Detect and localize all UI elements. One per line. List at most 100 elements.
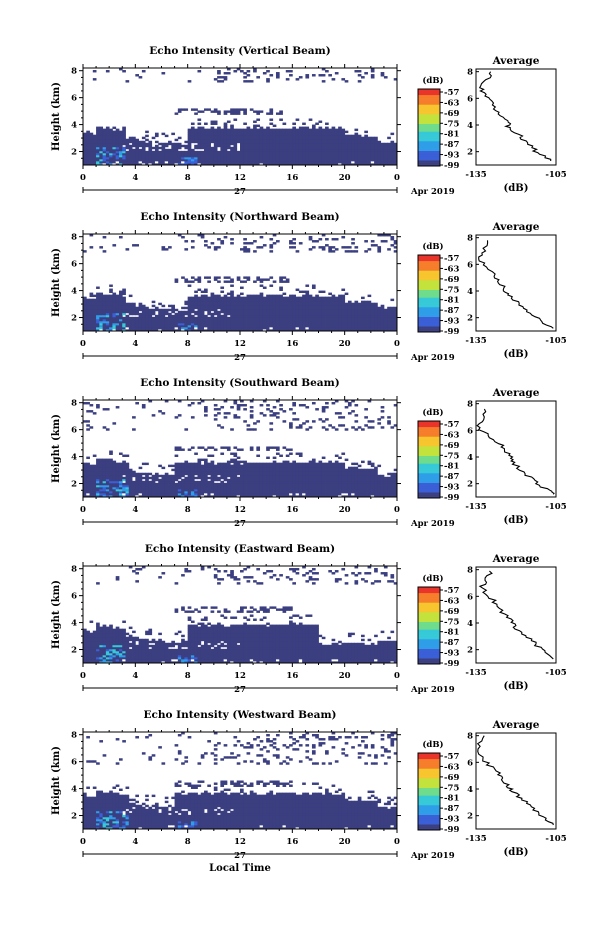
echo-cell	[86, 148, 90, 152]
echo-cell	[351, 146, 355, 150]
echo-cell	[168, 478, 172, 482]
echo-cell	[174, 308, 179, 312]
echo-cell	[311, 320, 316, 324]
echo-cell	[197, 152, 202, 156]
echo-cell	[321, 138, 326, 142]
echo-cell	[344, 134, 349, 138]
echo-cell	[374, 146, 378, 150]
echo-cell	[367, 324, 372, 328]
echo-cell	[148, 480, 153, 484]
echo-cell	[289, 300, 293, 304]
echo-cell	[370, 68, 375, 71]
echo-cell	[390, 140, 395, 144]
echo-cell	[338, 316, 342, 320]
echo-cell	[295, 492, 300, 496]
echo-cell	[334, 306, 339, 310]
echo-cell	[151, 488, 156, 492]
echo-cell	[158, 150, 162, 154]
echo-cell	[115, 160, 120, 164]
echo-cell	[174, 464, 179, 468]
echo-cell	[138, 160, 143, 164]
echo-cell	[302, 484, 306, 488]
echo-cell	[210, 152, 215, 156]
echo-cell	[269, 486, 274, 490]
colorbar-tick-label: -93	[444, 151, 459, 161]
panel-title: Echo Intensity (Vertical Beam)	[149, 45, 330, 57]
echo-cell	[105, 486, 110, 490]
echo-cell	[181, 472, 185, 476]
echo-cell	[302, 476, 306, 480]
echo-cell	[89, 304, 94, 308]
echo-cell	[109, 150, 113, 154]
echo-cell	[89, 404, 94, 407]
echo-cell	[279, 160, 283, 164]
echo-cell	[253, 298, 257, 302]
echo-cell	[220, 314, 225, 318]
echo-cell	[272, 150, 277, 154]
echo-cell	[249, 308, 254, 312]
echo-cell	[272, 490, 277, 494]
echo-cell	[148, 324, 153, 328]
echo-cell	[200, 488, 205, 492]
echo-cell	[285, 140, 290, 144]
echo-cell	[135, 74, 139, 77]
echo-cell	[236, 152, 241, 156]
echo-cell	[86, 476, 90, 480]
echo-cell	[351, 160, 355, 164]
echo-cell	[282, 146, 287, 150]
echo-cell	[266, 314, 270, 318]
echo-cell	[262, 244, 267, 247]
echo-cell	[275, 132, 280, 136]
echo-cell	[118, 294, 123, 298]
echo-cell	[279, 482, 283, 486]
echo-cell	[177, 472, 182, 476]
echo-cell	[334, 328, 339, 332]
echo-cell	[289, 162, 293, 166]
echo-cell	[200, 400, 205, 403]
echo-cell	[325, 306, 329, 310]
echo-cell	[259, 494, 264, 498]
echo-cell	[344, 324, 349, 328]
echo-cell	[122, 322, 126, 326]
echo-cell	[141, 492, 146, 496]
echo-cell	[86, 320, 90, 324]
echo-cell	[118, 298, 123, 302]
echo-cell	[161, 148, 166, 152]
echo-cell	[377, 318, 382, 322]
echo-cell	[302, 312, 306, 316]
echo-cell	[295, 468, 300, 472]
echo-cell	[315, 312, 319, 316]
echo-cell	[177, 110, 182, 113]
echo-cell	[367, 144, 372, 148]
echo-cell	[236, 322, 241, 326]
echo-cell	[240, 494, 244, 498]
echo-cell	[266, 128, 270, 132]
echo-cell	[256, 318, 261, 322]
echo-cell	[236, 158, 241, 162]
average-x-label: (dB)	[504, 349, 529, 360]
echo-cell	[292, 480, 296, 484]
echo-cell	[145, 472, 149, 476]
echo-cell	[269, 492, 274, 496]
echo-cell	[151, 312, 156, 316]
echo-cell	[158, 158, 162, 162]
echo-cell	[253, 466, 257, 470]
echo-cell	[96, 140, 100, 144]
echo-cell	[145, 322, 149, 326]
echo-cell	[243, 310, 247, 314]
echo-cell	[164, 486, 169, 490]
echo-cell	[223, 128, 228, 132]
echo-cell	[220, 130, 225, 134]
echo-cell	[112, 302, 117, 306]
echo-cell	[367, 316, 372, 320]
echo-cell	[200, 132, 205, 136]
echo-cell	[230, 320, 234, 324]
echo-cell	[240, 130, 244, 134]
echo-cell	[256, 152, 261, 156]
echo-cell	[325, 130, 329, 134]
echo-cell	[308, 328, 313, 332]
echo-cell	[298, 142, 303, 146]
echo-cell	[184, 326, 189, 330]
echo-cell	[115, 144, 120, 148]
echo-cell	[122, 468, 126, 472]
